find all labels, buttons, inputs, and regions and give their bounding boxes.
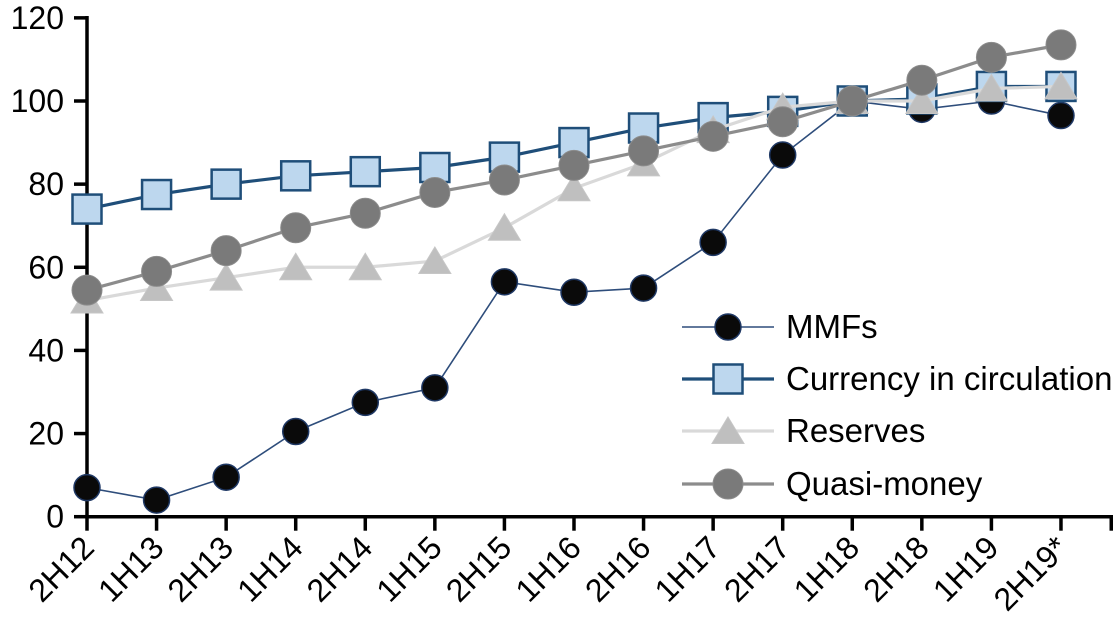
quasi-money-marker [1045, 29, 1077, 61]
legend-item-mmfs: MMFs [682, 308, 878, 345]
quasi-money-marker [488, 164, 520, 196]
reserves-marker [209, 262, 244, 291]
mmfs-marker [212, 463, 240, 491]
reserves-marker [417, 245, 452, 275]
y-tick-label: 100 [11, 83, 64, 119]
x-tick-label: 1H14 [230, 529, 310, 609]
y-tick-label: 0 [46, 499, 64, 535]
y-tick-label: 120 [11, 0, 64, 36]
x-tick-label: 2H15 [439, 529, 519, 609]
x-tick-label: 2H13 [161, 529, 241, 609]
mmfs-marker [629, 274, 658, 302]
quasi-money-marker [628, 135, 660, 167]
y-tick-label: 20 [28, 416, 64, 452]
legend-item-currency-in-circulation: Currency in circulation [682, 360, 1112, 397]
mmfs-marker [142, 486, 171, 514]
x-tick-label: 2H18 [856, 529, 936, 609]
reserves-marker [139, 273, 174, 302]
series-quasi-money [71, 29, 1077, 306]
axes: 0204060801001202H121H132H131H142H141H152… [11, 0, 1113, 618]
quasi-money-marker [71, 274, 103, 306]
y-tick-label: 60 [28, 249, 64, 285]
mmfs-marker [768, 141, 797, 169]
currency-in-circulation-marker [349, 155, 382, 188]
reserves-legend-label: Reserves [786, 412, 925, 449]
quasi-money-marker [349, 197, 381, 229]
x-tick-label: 1H16 [508, 529, 588, 609]
legend-item-quasi-money: Quasi-money [682, 465, 983, 502]
x-tick-label: 2H12 [21, 529, 101, 609]
currency-in-circulation-marker [279, 160, 312, 192]
quasi-money-marker [712, 468, 744, 500]
reserves-marker [557, 173, 591, 202]
y-tick-label: 80 [28, 166, 64, 202]
x-tick-label: 1H15 [369, 529, 449, 609]
reserves-marker [1044, 71, 1078, 100]
mmfs-marker [490, 268, 519, 296]
reserves-marker [711, 415, 745, 444]
quasi-money-marker [975, 41, 1007, 73]
currency-in-circulation-marker [210, 168, 242, 200]
x-tick-label: 1H18 [787, 529, 867, 609]
mmfs-marker [281, 417, 310, 446]
currency-in-circulation-legend-label: Currency in circulation [786, 360, 1112, 397]
x-tick-label: 2H19* [987, 529, 1075, 617]
quasi-money-marker [558, 149, 590, 181]
x-tick-label: 2H16 [578, 529, 658, 609]
mmfs-marker [699, 228, 727, 257]
mmfs-legend-label: MMFs [786, 308, 878, 345]
x-tick-label: 2H14 [300, 529, 380, 609]
reserves-marker [348, 252, 383, 281]
reserves-marker [487, 212, 522, 241]
mmfs-marker [714, 313, 742, 341]
x-tick-label: 1H17 [648, 529, 728, 609]
legend: MMFs Currency in circulation Reserves Quasi… [682, 308, 1112, 502]
quasi-money-marker [141, 255, 173, 287]
quasi-money-marker [767, 106, 799, 138]
mmfs-marker [421, 374, 449, 402]
quasi-money-marker [280, 212, 312, 244]
legend-item-reserves: Reserves [682, 412, 925, 449]
reserves-marker [278, 252, 313, 281]
quasi-money-marker [836, 85, 868, 117]
currency-in-circulation-marker [140, 178, 173, 211]
quasi-money-marker [697, 120, 729, 152]
quasi-money-legend-label: Quasi-money [786, 465, 983, 502]
mmfs-marker [73, 473, 101, 502]
reserves-marker [974, 73, 1009, 102]
quasi-money-marker [906, 64, 938, 96]
x-tick-label: 2H17 [717, 529, 797, 609]
quasi-money-marker [210, 235, 242, 267]
quasi-money-marker [419, 176, 451, 208]
currency-in-circulation-marker [712, 363, 744, 395]
reserves-marker [904, 85, 939, 114]
x-tick-label: 1H13 [91, 529, 171, 609]
mmfs-marker [560, 278, 588, 306]
mmfs-marker [351, 388, 380, 417]
currency-in-circulation-marker [71, 193, 103, 225]
y-tick-label: 40 [28, 332, 64, 368]
mmfs-marker [1047, 101, 1075, 130]
